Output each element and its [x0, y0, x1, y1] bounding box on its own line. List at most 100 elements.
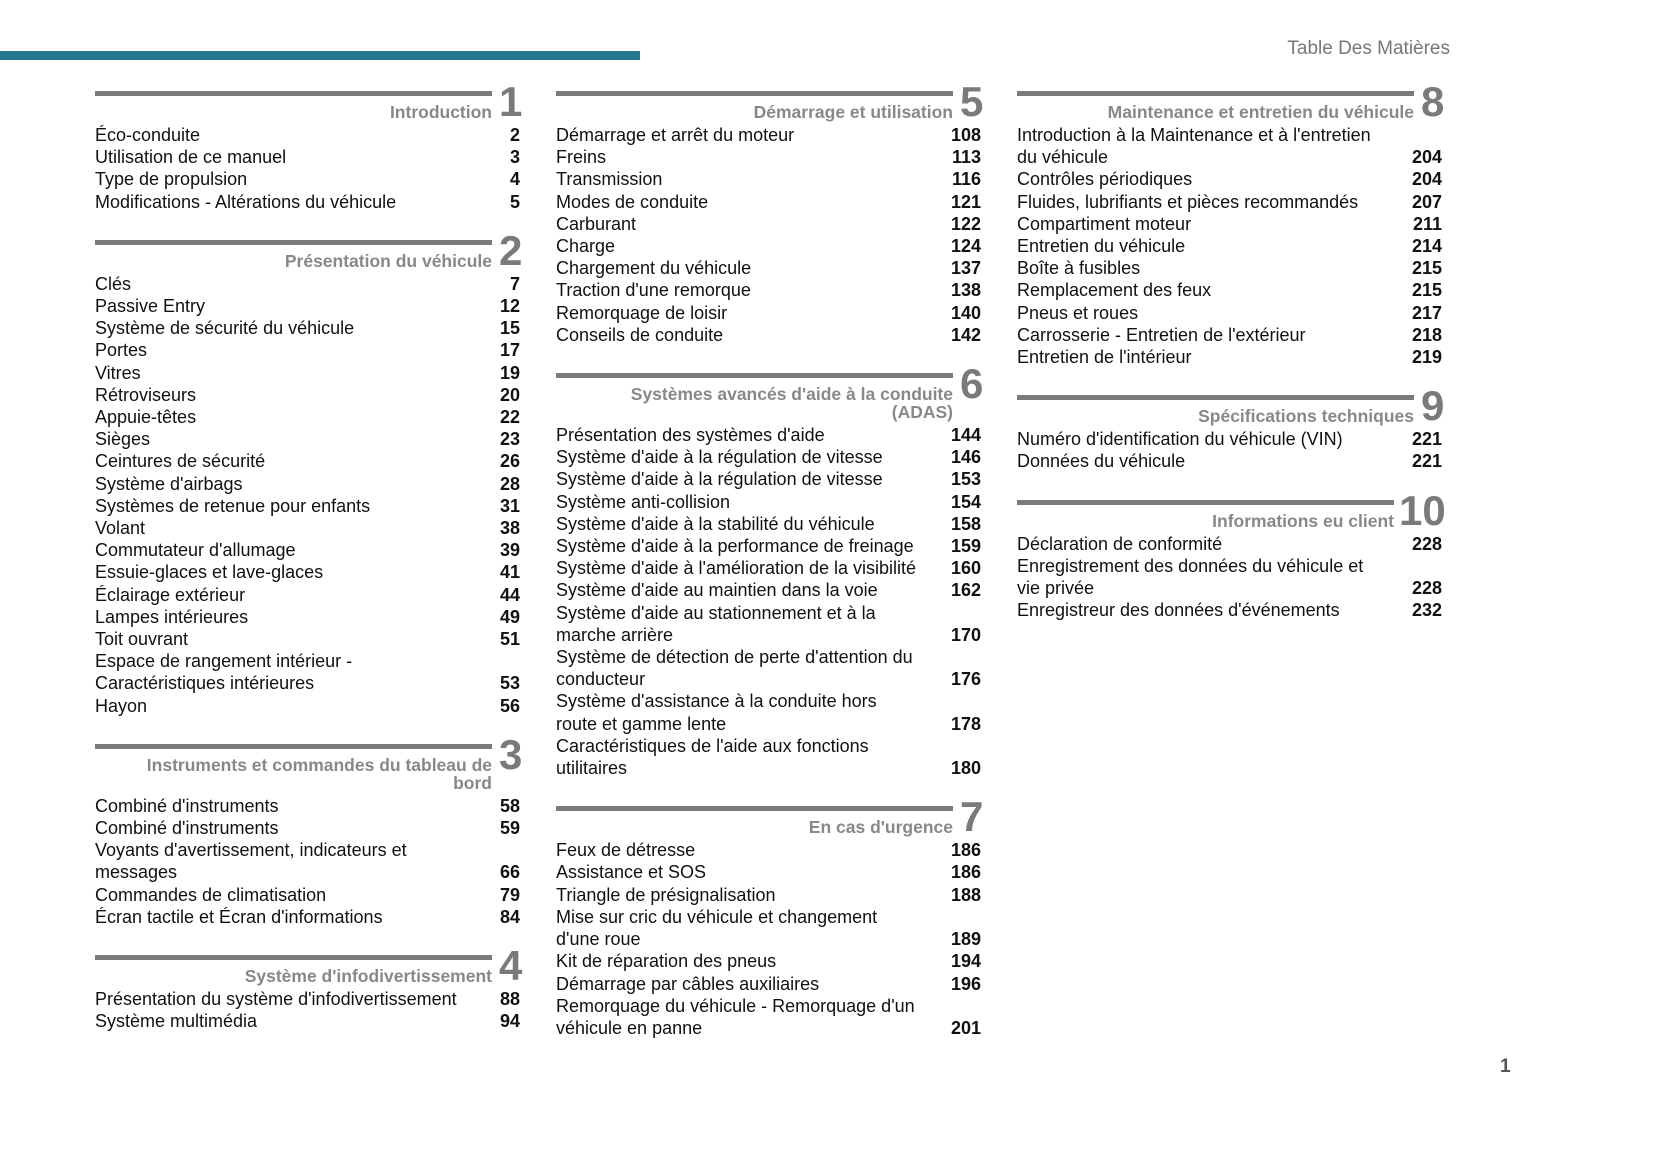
toc-entry[interactable]: Système d'aide au maintien dans la voie 1… — [556, 579, 981, 601]
toc-entry-title: Système d'aide à l'amélioration de la vi… — [556, 558, 917, 579]
toc-entry[interactable]: Enregistrement des données du véhicule e… — [1017, 555, 1442, 599]
toc-entry[interactable]: Système d'aide à la régulation de vitess… — [556, 468, 981, 490]
toc-entry[interactable]: Traction d'une remorque 138 — [556, 279, 981, 301]
toc-entry[interactable]: Kit de réparation des pneus 194 — [556, 950, 981, 972]
toc-entry[interactable]: Assistance et SOS 186 — [556, 861, 981, 883]
toc-entry[interactable]: Toit ouvrant 51 — [95, 628, 520, 650]
toc-section-5: 5 Démarrage et utilisation Démarrage et ar… — [556, 81, 983, 346]
toc-entry[interactable]: Freins 113 — [556, 146, 981, 168]
toc-entry[interactable]: Utilisation de ce manuel 3 — [95, 146, 520, 168]
section-title[interactable]: Spécifications techniques — [1198, 406, 1414, 427]
toc-entry-page: 154 — [950, 491, 981, 512]
section-title[interactable]: Présentation du véhicule — [284, 250, 492, 271]
toc-entry[interactable]: Mise sur cric du véhicule et changement … — [556, 906, 981, 950]
toc-entry[interactable]: Éclairage extérieur 44 — [95, 584, 520, 606]
toc-entry[interactable]: Espace de rangement intérieur - Caractér… — [95, 650, 520, 694]
toc-entry[interactable]: Système multimédia 94 — [95, 1010, 520, 1032]
section-rule — [1017, 91, 1414, 96]
section-title[interactable]: Introduction — [389, 102, 492, 122]
toc-entry[interactable]: Système d'aide à l'amélioration de la vi… — [556, 557, 981, 579]
toc-entry[interactable]: Remplacement des feux 215 — [1017, 279, 1442, 301]
section-title[interactable]: Démarrage et utilisation — [753, 102, 953, 122]
toc-entry[interactable]: Commandes de climatisation 79 — [95, 884, 520, 906]
toc-entry[interactable]: Numéro d'identification du véhicule (VIN… — [1017, 428, 1442, 450]
toc-entry[interactable]: Contrôles périodiques 204 — [1017, 168, 1442, 190]
toc-entry[interactable]: Démarrage et arrêt du moteur 108 — [556, 124, 981, 146]
toc-entry[interactable]: Transmission 116 — [556, 168, 981, 190]
toc-entry[interactable]: Système d'assistance à la conduite hors … — [556, 690, 981, 734]
toc-entry[interactable]: Système d'aide à la régulation de vitess… — [556, 446, 981, 468]
toc-entry[interactable]: Voyants d'avertissement, indicateurs et … — [95, 839, 520, 883]
toc-entry[interactable]: Chargement du véhicule 137 — [556, 257, 981, 279]
toc-entry[interactable]: Modes de conduite 121 — [556, 191, 981, 213]
toc-entry[interactable]: Caractéristiques de l'aide aux fonctions… — [556, 735, 981, 779]
toc-section-1: 1 Introduction Éco-conduite 2 Utilisation de… — [95, 81, 522, 213]
toc-entry[interactable]: Boîte à fusibles 215 — [1017, 257, 1442, 279]
toc-entry[interactable]: Hayon 56 — [95, 695, 520, 717]
toc-entry[interactable]: Données du véhicule 221 — [1017, 450, 1442, 472]
toc-entry[interactable]: Remorquage du véhicule - Remorquage d'un… — [556, 995, 981, 1039]
section-rule — [556, 806, 953, 812]
toc-entry[interactable]: Feux de détresse 186 — [556, 839, 981, 861]
toc-entry[interactable]: Rétroviseurs 20 — [95, 384, 520, 406]
toc-entry-page: 180 — [950, 758, 981, 779]
toc-entry[interactable]: Déclaration de conformité 228 — [1017, 533, 1442, 555]
toc-entry[interactable]: Système d'aide à la stabilité du véhicul… — [556, 513, 981, 535]
toc-entry[interactable]: Essuie-glaces et lave-glaces 41 — [95, 561, 520, 583]
toc-entry[interactable]: Modifications - Altérations du véhicule 5 — [95, 191, 520, 213]
toc-entry[interactable]: Vitres 19 — [95, 362, 520, 384]
section-title[interactable]: En cas d'urgence — [808, 817, 953, 838]
toc-entry[interactable]: Commutateur d'allumage 39 — [95, 539, 520, 561]
toc-entry[interactable]: Triangle de présignalisation 188 — [556, 884, 981, 906]
toc-entry-title: Fluides, lubrifiants et pièces recommand… — [1017, 191, 1359, 212]
toc-entry[interactable]: Présentation du système d'infodivertisse… — [95, 988, 520, 1010]
section-title[interactable]: Instruments et commandes du tableau de b… — [146, 754, 492, 793]
toc-entry-page: 23 — [499, 429, 520, 450]
toc-entry[interactable]: Appuie-têtes 22 — [95, 406, 520, 428]
toc-entry-page: 138 — [950, 280, 981, 301]
toc-entry[interactable]: Compartiment moteur 211 — [1017, 213, 1442, 235]
section-title[interactable]: Informations eu client — [1212, 510, 1394, 531]
toc-entry[interactable]: Remorquage de loisir 140 — [556, 302, 981, 324]
toc-entry[interactable]: Système de détection de perte d'attentio… — [556, 646, 981, 690]
section-rule — [556, 91, 953, 96]
toc-entry[interactable]: Ceintures de sécurité 26 — [95, 450, 520, 472]
toc-entry[interactable]: Clés 7 — [95, 273, 520, 295]
toc-entry[interactable]: Passive Entry 12 — [95, 295, 520, 317]
toc-entry[interactable]: Systèmes de retenue pour enfants 31 — [95, 495, 520, 517]
toc-entry[interactable]: Entretien du véhicule 214 — [1017, 235, 1442, 257]
toc-entry[interactable]: Combiné d'instruments 58 — [95, 795, 520, 817]
toc-entry[interactable]: Système de sécurité du véhicule 15 — [95, 317, 520, 339]
toc-entry[interactable]: Fluides, lubrifiants et pièces recommand… — [1017, 191, 1442, 213]
section-rule — [95, 955, 492, 961]
toc-entry[interactable]: Écran tactile et Écran d'informations 84 — [95, 906, 520, 928]
toc-entry[interactable]: Système d'airbags 28 — [95, 473, 520, 495]
toc-column-3: 8 Maintenance et entretien du véhicule Int… — [1017, 81, 1457, 648]
toc-entry[interactable]: Système anti-collision 154 — [556, 491, 981, 513]
toc-entry[interactable]: Carburant 122 — [556, 213, 981, 235]
toc-entry[interactable]: Pneus et roues 217 — [1017, 302, 1442, 324]
toc-entry[interactable]: Lampes intérieures 49 — [95, 606, 520, 628]
toc-entry[interactable]: Charge 124 — [556, 235, 981, 257]
toc-section-6: 6 Systèmes avancés d'aide à la conduite (… — [556, 363, 983, 779]
toc-entry[interactable]: Entretien de l'intérieur 219 — [1017, 346, 1442, 368]
toc-entry[interactable]: Combiné d'instruments 59 — [95, 817, 520, 839]
toc-entry[interactable]: Système d'aide à la performance de frein… — [556, 535, 981, 557]
toc-entry[interactable]: Type de propulsion 4 — [95, 168, 520, 190]
section-title[interactable]: Système d'infodivertissement — [244, 966, 492, 987]
toc-entry[interactable]: Démarrage par câbles auxiliaires 196 — [556, 973, 981, 995]
toc-entry[interactable]: Présentation des systèmes d'aide 144 — [556, 424, 981, 446]
toc-entry[interactable]: Volant 38 — [95, 517, 520, 539]
section-title[interactable]: Systèmes avancés d'aide à la conduite (A… — [630, 384, 953, 423]
toc-entry[interactable]: Carrosserie - Entretien de l'extérieur 21… — [1017, 324, 1442, 346]
toc-entry[interactable]: Sièges 23 — [95, 428, 520, 450]
toc-entry[interactable]: Conseils de conduite 142 — [556, 324, 981, 346]
toc-entry[interactable]: Introduction à la Maintenance et à l'ent… — [1017, 124, 1442, 168]
toc-entry[interactable]: Portes 17 — [95, 339, 520, 361]
toc-entry[interactable]: Enregistreur des données d'événements 232 — [1017, 599, 1442, 621]
toc-entry-title: Déclaration de conformité — [1017, 533, 1223, 554]
toc-entry[interactable]: Éco-conduite 2 — [95, 124, 520, 146]
section-title[interactable]: Maintenance et entretien du véhicule — [1107, 102, 1414, 122]
toc-entry-title: Pneus et roues — [1017, 302, 1139, 323]
toc-entry[interactable]: Système d'aide au stationnement et à la … — [556, 602, 981, 646]
